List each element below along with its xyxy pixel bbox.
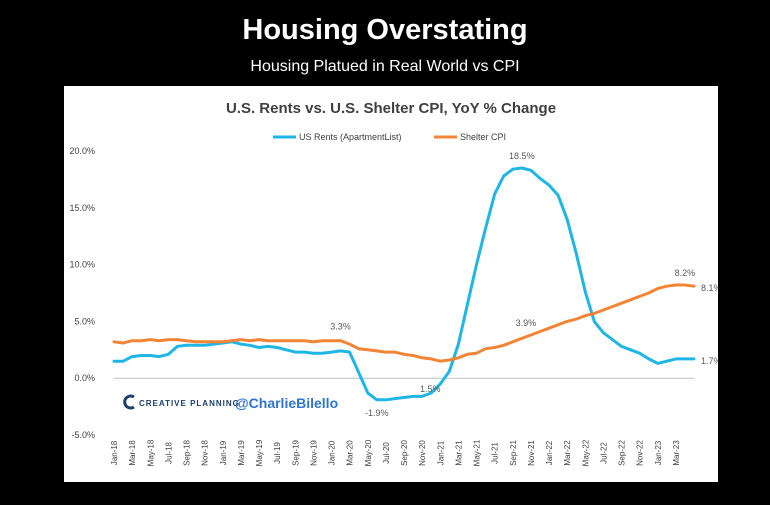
data-label: 3.9%	[516, 318, 537, 328]
y-tick-label: 10.0%	[69, 260, 95, 270]
x-tick-label: May-22	[581, 439, 590, 466]
slide-title: Housing Overstating	[242, 14, 528, 46]
x-tick-label: Nov-22	[636, 440, 645, 466]
x-tick-label: Mar-18	[128, 440, 137, 466]
x-tick-label: May-21	[473, 439, 482, 466]
data-labels: 3.3% -1.9% 1.5% 18.5% 3.9% 8.2% 8.1% 1.7%	[330, 151, 721, 418]
logo-c-mark	[123, 394, 135, 410]
y-tick-label: 0.0%	[74, 373, 95, 383]
x-tick-label: Nov-18	[201, 440, 210, 466]
legend: US Rents (ApartmentList) Shelter CPI	[273, 132, 506, 142]
x-tick-label: May-19	[255, 439, 264, 466]
creative-planning-logo: CREATIVE PLANNING	[123, 394, 240, 410]
x-tick-label: Sep-21	[509, 440, 518, 466]
x-tick-label: Sep-22	[618, 440, 627, 466]
data-label: 18.5%	[509, 151, 535, 161]
x-tick-label: Mar-20	[346, 440, 355, 466]
series-line-us-rents	[112, 166, 696, 402]
x-tick-label: Sep-19	[291, 440, 300, 466]
y-tick-label: 20.0%	[69, 146, 95, 156]
y-axis: 20.0% 15.0% 10.0% 5.0% 0.0% -5.0%	[69, 146, 95, 440]
x-tick-label: Jul-22	[599, 442, 608, 464]
x-tick-label: May-18	[146, 439, 155, 466]
data-label: -1.9%	[365, 408, 389, 418]
x-tick-label: Sep-20	[400, 440, 409, 466]
slide-subtitle: Housing Platued in Real World vs CPI	[250, 58, 520, 75]
x-tick-label: Jan-22	[545, 440, 554, 465]
data-label: 1.5%	[420, 384, 441, 394]
x-tick-label: Jul-20	[382, 442, 391, 464]
data-label: 8.1%	[701, 283, 718, 293]
x-tick-label: Mar-23	[672, 440, 681, 466]
chart-panel: U.S. Rents vs. U.S. Shelter CPI, YoY % C…	[64, 86, 722, 482]
x-tick-label: Nov-20	[418, 440, 427, 466]
chart-title: U.S. Rents vs. U.S. Shelter CPI, YoY % C…	[226, 100, 556, 117]
x-tick-label: Nov-19	[309, 440, 318, 466]
x-tick-label: Mar-21	[454, 440, 463, 466]
x-tick-label: Jan-18	[110, 440, 119, 465]
brand-company: CREATIVE PLANNING	[139, 399, 240, 408]
y-tick-label: 5.0%	[74, 316, 95, 326]
legend-label-shelter-cpi: Shelter CPI	[460, 132, 506, 142]
y-tick-label: 15.0%	[69, 203, 95, 213]
x-tick-label: Jan-19	[219, 440, 228, 465]
x-tick-label: Jul-19	[273, 442, 282, 464]
data-label: 1.7%	[701, 356, 718, 366]
x-tick-label: Jul-18	[164, 442, 173, 464]
x-axis: Jan-18 Mar-18 May-18 Jul-18 Sep-18 Nov-18 Jan-…	[110, 377, 694, 466]
x-tick-label: Jan-23	[654, 440, 663, 465]
x-tick-label: Jan-20	[328, 440, 337, 465]
x-tick-label: Mar-19	[237, 440, 246, 466]
x-tick-label: Mar-22	[563, 440, 572, 466]
x-tick-label: May-20	[364, 439, 373, 466]
series-group	[112, 166, 696, 402]
legend-label-us-rents: US Rents (ApartmentList)	[299, 132, 402, 142]
x-tick-label: Jan-21	[436, 440, 445, 465]
branding: CREATIVE PLANNING @CharlieBilello	[123, 394, 338, 411]
y-tick-label: -5.0%	[71, 430, 95, 440]
series-line-shelter-cpi	[112, 283, 696, 363]
data-label: 8.2%	[675, 268, 696, 278]
brand-handle: @CharlieBilello	[235, 395, 338, 411]
x-tick-label: Nov-21	[527, 440, 536, 466]
line-chart: U.S. Rents vs. U.S. Shelter CPI, YoY % C…	[69, 100, 721, 466]
data-label: 3.3%	[330, 322, 351, 332]
x-tick-label: Sep-18	[183, 440, 192, 466]
x-tick-label: Jul-21	[491, 442, 500, 464]
